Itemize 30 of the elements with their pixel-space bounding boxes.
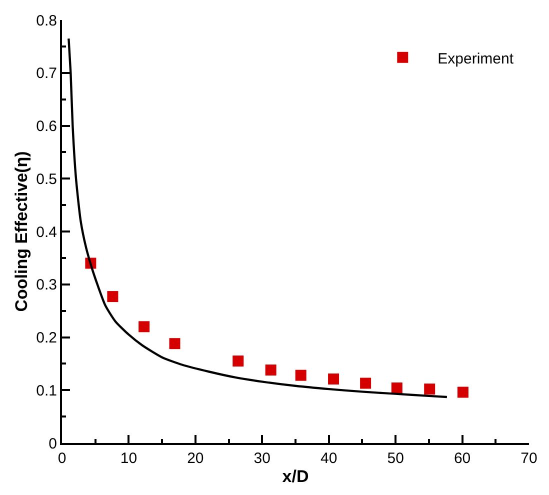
- point: [391, 382, 402, 394]
- x-tick-label: 30: [254, 450, 270, 467]
- y-tick-label: 0.3: [36, 276, 57, 294]
- y-tick-label: 0.8: [36, 12, 57, 30]
- point: [169, 338, 180, 350]
- point: [457, 386, 468, 398]
- point: [138, 321, 150, 332]
- x-tick-label: 70: [520, 450, 538, 467]
- point: [328, 374, 340, 385]
- y-axis-title: Cooling Effective(η): [12, 151, 32, 312]
- y-tick-label: 0.5: [36, 170, 57, 188]
- y-tick-label: 0: [48, 435, 57, 452]
- x-tick-label: 40: [320, 450, 338, 467]
- x-axis-title: x/D: [282, 466, 309, 486]
- y-tick-label: 0.7: [36, 65, 57, 82]
- point: [265, 364, 276, 376]
- x-tick-label: 10: [120, 450, 138, 467]
- y-tick-label: 0.6: [36, 118, 57, 135]
- point: [295, 370, 306, 381]
- x-tick-label: 20: [187, 450, 204, 467]
- point: [424, 384, 436, 395]
- point: [107, 291, 118, 302]
- y-tick-label: 0.1: [36, 382, 57, 400]
- point: [360, 378, 372, 389]
- point: [232, 356, 244, 367]
- y-tick-label: 0.2: [36, 330, 57, 346]
- x-tick-label: 60: [454, 450, 471, 467]
- y-tick-label: 0.4: [36, 224, 57, 241]
- legend-label: Experiment: [438, 50, 514, 68]
- x-tick-label: 50: [387, 450, 404, 467]
